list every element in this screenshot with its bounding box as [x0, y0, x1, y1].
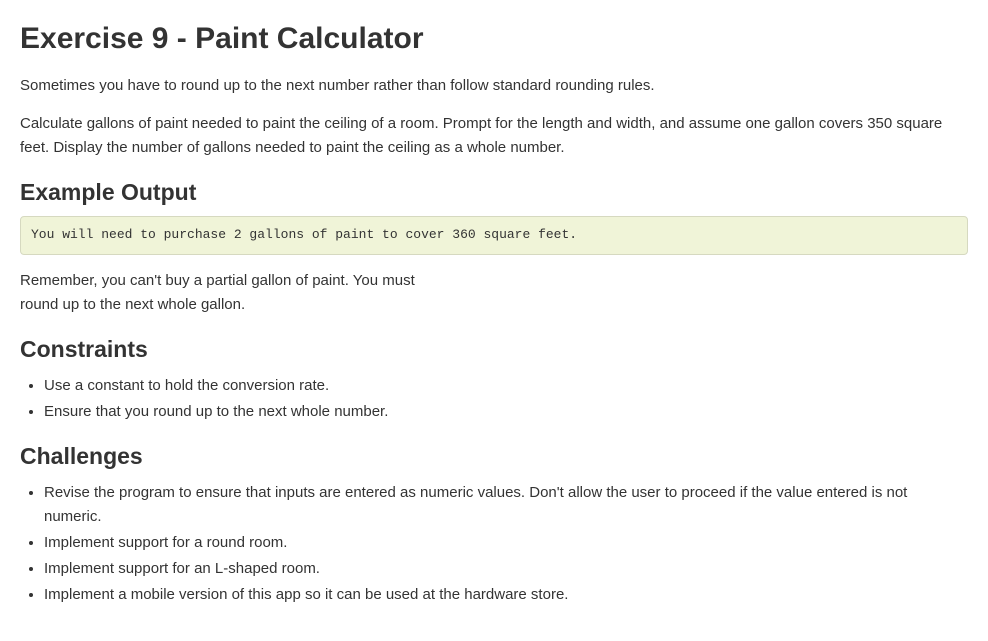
challenges-heading: Challenges	[20, 442, 968, 471]
reminder-line-1: Remember, you can't buy a partial gallon…	[20, 272, 415, 289]
reminder-line-2: round up to the next whole gallon.	[20, 296, 245, 313]
page-title: Exercise 9 - Paint Calculator	[20, 20, 968, 58]
list-item: Implement support for a round room.	[44, 531, 968, 555]
intro-paragraph-1: Sometimes you have to round up to the ne…	[20, 74, 968, 98]
constraints-heading: Constraints	[20, 335, 968, 364]
list-item: Implement a mobile version of this app s…	[44, 583, 968, 607]
reminder-paragraph: Remember, you can't buy a partial gallon…	[20, 269, 460, 317]
list-item: Implement support for an L-shaped room.	[44, 557, 968, 581]
constraints-list: Use a constant to hold the conversion ra…	[20, 374, 968, 424]
example-output-heading: Example Output	[20, 178, 968, 207]
example-output-block: You will need to purchase 2 gallons of p…	[20, 216, 968, 255]
list-item: Ensure that you round up to the next who…	[44, 400, 968, 424]
challenges-list: Revise the program to ensure that inputs…	[20, 481, 968, 607]
list-item: Use a constant to hold the conversion ra…	[44, 374, 968, 398]
list-item: Revise the program to ensure that inputs…	[44, 481, 968, 529]
intro-paragraph-2: Calculate gallons of paint needed to pai…	[20, 112, 968, 160]
